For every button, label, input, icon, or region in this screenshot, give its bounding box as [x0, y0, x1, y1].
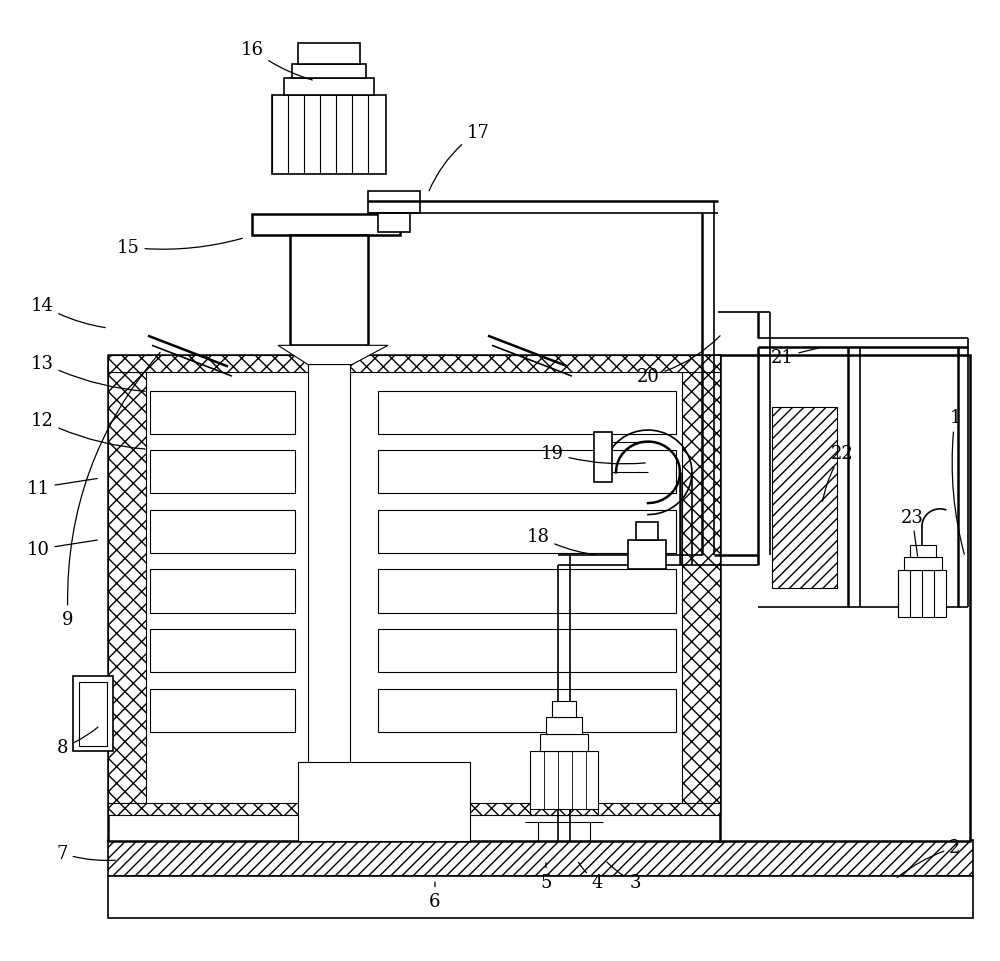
- Bar: [252, 214, 400, 235]
- Bar: [378, 391, 676, 434]
- Bar: [272, 96, 386, 175]
- Bar: [150, 570, 295, 613]
- Bar: [378, 510, 676, 554]
- Bar: [108, 356, 720, 841]
- Bar: [150, 391, 295, 434]
- Text: 23: 23: [901, 508, 923, 556]
- Bar: [108, 876, 973, 918]
- Bar: [150, 689, 295, 732]
- Text: 14: 14: [31, 297, 105, 329]
- Bar: [546, 717, 582, 734]
- Text: 1: 1: [949, 409, 964, 554]
- Text: 15: 15: [117, 239, 242, 257]
- Bar: [290, 235, 368, 346]
- Text: 7: 7: [56, 845, 115, 862]
- Bar: [636, 523, 658, 540]
- Bar: [910, 546, 936, 557]
- Bar: [682, 356, 720, 805]
- Text: 2: 2: [897, 839, 961, 877]
- Bar: [378, 570, 676, 613]
- Bar: [308, 346, 350, 805]
- Text: 8: 8: [56, 727, 98, 756]
- Text: 21: 21: [771, 349, 819, 366]
- Bar: [150, 451, 295, 494]
- Bar: [594, 432, 612, 482]
- Bar: [108, 803, 720, 815]
- Bar: [718, 356, 970, 841]
- Text: 9: 9: [62, 353, 160, 628]
- Bar: [772, 407, 837, 588]
- Text: 4: 4: [578, 862, 603, 891]
- Text: 13: 13: [30, 355, 145, 392]
- Bar: [292, 65, 366, 79]
- Text: 19: 19: [540, 445, 645, 464]
- Bar: [79, 682, 107, 746]
- Bar: [904, 557, 942, 571]
- Bar: [108, 840, 973, 876]
- Bar: [628, 540, 666, 569]
- Text: 12: 12: [31, 412, 145, 450]
- Text: 18: 18: [526, 528, 595, 555]
- Text: 16: 16: [240, 41, 312, 81]
- Bar: [298, 762, 470, 841]
- Bar: [530, 752, 598, 809]
- Bar: [540, 734, 588, 752]
- Bar: [150, 510, 295, 554]
- Text: 3: 3: [607, 862, 641, 891]
- Bar: [108, 356, 146, 805]
- Text: 10: 10: [26, 540, 97, 558]
- Bar: [378, 451, 676, 494]
- Bar: [108, 356, 720, 373]
- Bar: [378, 629, 676, 673]
- Text: 22: 22: [823, 445, 853, 502]
- Bar: [284, 79, 374, 96]
- Text: 20: 20: [637, 336, 720, 385]
- Bar: [898, 571, 946, 617]
- Text: 11: 11: [26, 479, 97, 497]
- Text: 6: 6: [429, 882, 441, 910]
- Bar: [298, 44, 360, 65]
- Text: 17: 17: [429, 124, 489, 191]
- Bar: [73, 677, 113, 752]
- Bar: [552, 702, 576, 717]
- Polygon shape: [278, 346, 388, 365]
- Text: 5: 5: [540, 863, 552, 891]
- Bar: [378, 689, 676, 732]
- Bar: [368, 192, 420, 213]
- Bar: [150, 629, 295, 673]
- Bar: [378, 213, 410, 233]
